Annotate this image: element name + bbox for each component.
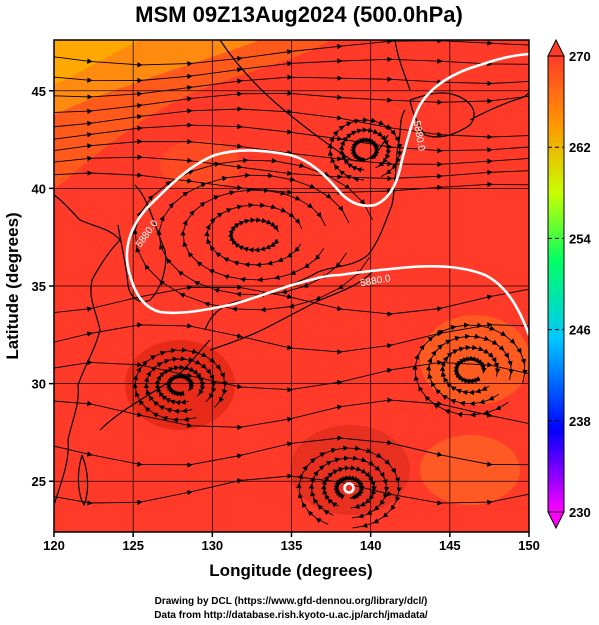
streamline-lower-5 bbox=[54, 473, 529, 506]
colorbar-top-arrow bbox=[547, 38, 565, 57]
x-tick-label-150: 150 bbox=[518, 538, 540, 553]
x-tick-label-130: 130 bbox=[201, 538, 223, 553]
streamline-vortex-north-3 bbox=[327, 117, 403, 183]
coastline-russia bbox=[219, 40, 389, 162]
contour-label-south: 5880.0 bbox=[359, 273, 391, 289]
coastline-hokkaido bbox=[409, 92, 475, 138]
x-tick-label-140: 140 bbox=[360, 538, 382, 553]
y-axis-label: Latitude (degrees) bbox=[3, 212, 22, 359]
coastline-japan-south bbox=[209, 271, 373, 351]
credit-data: Data from http://database.rish.kyoto-u.a… bbox=[154, 610, 428, 621]
y-tick-label-30: 30 bbox=[32, 377, 46, 392]
coastline-taiwan bbox=[77, 454, 89, 507]
y-axis-ticks: 25 30 35 40 45 bbox=[32, 84, 54, 489]
colorbar: 270 262 254 246 238 230 bbox=[547, 38, 591, 530]
coastline-kuril bbox=[469, 91, 529, 121]
contour-5880-south bbox=[128, 264, 529, 336]
map-title: MSM 09Z13Aug2024 (500.0hPa) bbox=[135, 2, 463, 27]
contour-5880-small-ring bbox=[343, 482, 355, 494]
y-tick-label-35: 35 bbox=[32, 279, 46, 294]
coastline-korea bbox=[117, 184, 167, 303]
x-axis-label: Longitude (degrees) bbox=[209, 561, 372, 580]
x-tick-label-135: 135 bbox=[281, 538, 303, 553]
contour-label-north: 5880.0 bbox=[411, 120, 427, 152]
contour-5880 bbox=[125, 52, 529, 494]
colorbar-tick-label-262: 262 bbox=[569, 140, 591, 155]
colorbar-tick-label-230: 230 bbox=[569, 505, 591, 520]
colorbar-bottom-arrow bbox=[547, 511, 565, 530]
map-area: 5880.0 5880.0 5880.0 bbox=[54, 40, 529, 532]
y-tick-label-40: 40 bbox=[32, 181, 46, 196]
coastline-sakhalin bbox=[394, 40, 411, 91]
coastline-ryukyu bbox=[99, 339, 211, 431]
y-tick-label-25: 25 bbox=[32, 474, 46, 489]
streamline-lower-1 bbox=[54, 322, 529, 355]
dark-region-south bbox=[290, 425, 410, 515]
streamline-lower-2 bbox=[54, 359, 529, 393]
contour-5880-west bbox=[125, 52, 529, 276]
colorbar-tick-label-246: 246 bbox=[569, 323, 591, 338]
colorbar-tick-label-254: 254 bbox=[569, 231, 591, 246]
warm-region-southeast bbox=[420, 435, 520, 505]
streamlines bbox=[54, 40, 529, 529]
colorbar-scale bbox=[547, 55, 565, 513]
coastline-china bbox=[54, 194, 121, 506]
x-tick-label-145: 145 bbox=[439, 538, 461, 553]
streamline-lower-0 bbox=[54, 284, 529, 317]
dark-region-southwest bbox=[125, 340, 235, 430]
coastlines bbox=[54, 40, 529, 507]
streamline-lower-4 bbox=[54, 435, 529, 468]
colorbar-tick-label-270: 270 bbox=[569, 49, 591, 64]
x-axis-ticks: 120 125 130 135 140 145 150 bbox=[43, 532, 540, 553]
colorbar-ticks: 270 262 254 246 238 230 bbox=[548, 49, 591, 520]
y-tick-label-45: 45 bbox=[32, 84, 46, 99]
x-tick-label-125: 125 bbox=[122, 538, 144, 553]
credit-drawing: Drawing by DCL (https://www.gfd-dennou.o… bbox=[155, 596, 428, 607]
colorbar-tick-label-238: 238 bbox=[569, 414, 591, 429]
x-tick-label-120: 120 bbox=[43, 538, 65, 553]
